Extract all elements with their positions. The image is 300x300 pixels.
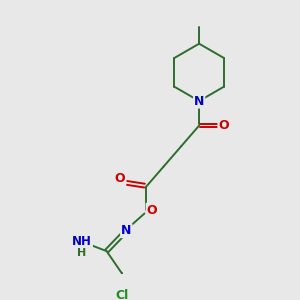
Text: N: N — [121, 224, 131, 237]
Text: O: O — [115, 172, 125, 185]
Text: O: O — [147, 204, 157, 217]
Text: Cl: Cl — [115, 289, 128, 300]
Text: N: N — [194, 94, 204, 107]
Text: H: H — [77, 248, 86, 258]
Text: O: O — [218, 119, 229, 132]
Text: NH: NH — [72, 235, 92, 248]
